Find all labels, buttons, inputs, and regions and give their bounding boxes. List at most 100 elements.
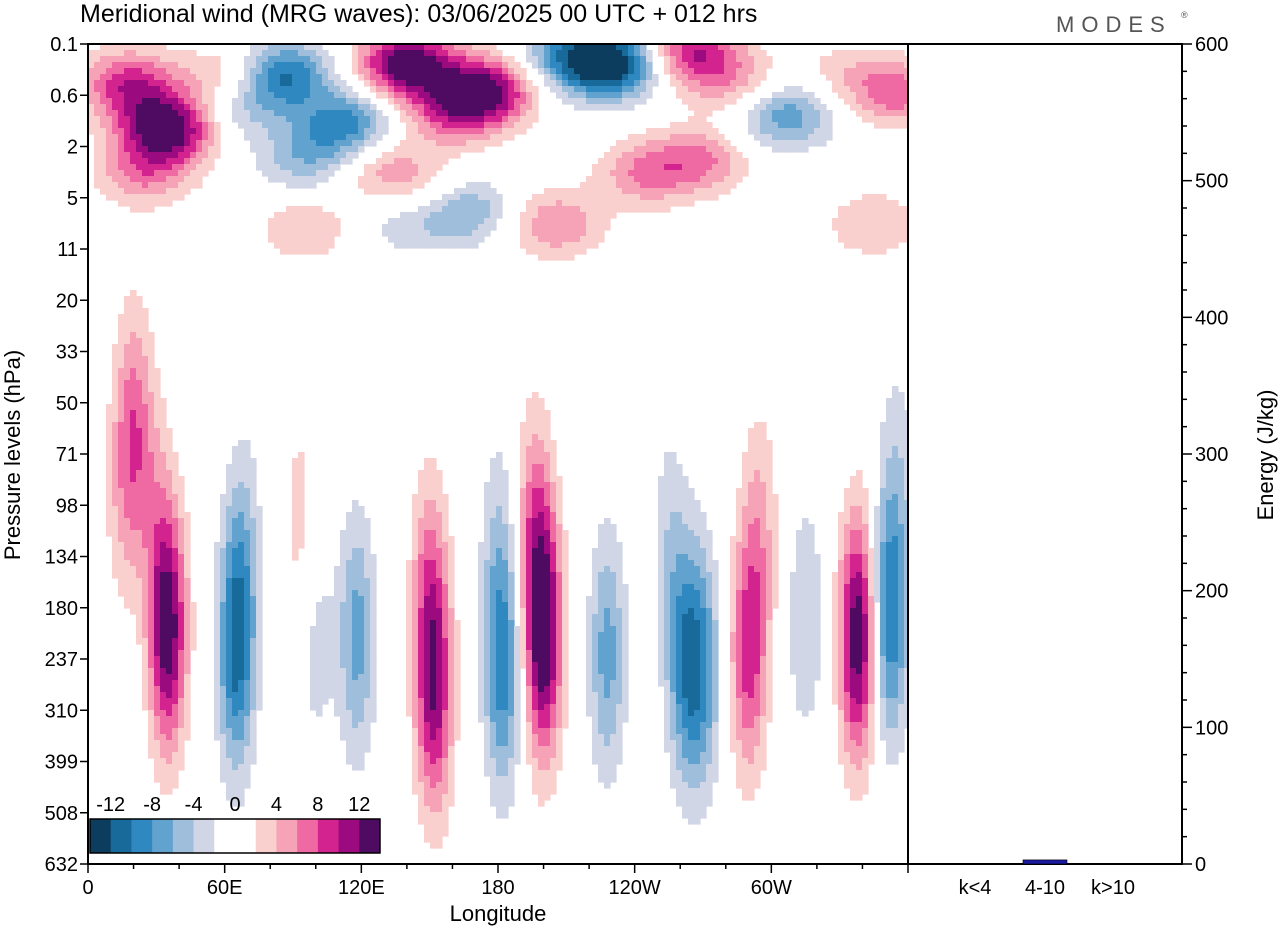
heatmap-cell [292,548,299,555]
heatmap-cell [598,224,605,231]
heatmap-cell [658,476,665,483]
heatmap-cell [448,56,455,63]
heatmap-cell [148,164,155,171]
heatmap-cell [658,500,665,507]
heatmap-cell [526,572,533,579]
heatmap-cell [370,578,377,585]
heatmap-cell [772,566,779,573]
heatmap-cell [556,62,563,69]
heatmap-cell [766,140,773,147]
heatmap-cell [856,98,863,105]
heatmap-cell [442,62,449,69]
heatmap-cell [124,548,131,555]
heatmap-cell [178,590,185,597]
heatmap-cell [436,44,443,51]
heatmap-cell [538,560,545,567]
heatmap-cell [502,518,509,525]
heatmap-cell [184,128,191,135]
heatmap-cell [790,140,797,147]
heatmap-cell [880,440,887,447]
heatmap-cell [694,560,701,567]
heatmap-cell [352,578,359,585]
heatmap-cell [418,602,425,609]
heatmap-cell [532,92,539,99]
heatmap-cell [472,110,479,117]
heatmap-cell [646,158,653,165]
heatmap-cell [472,134,479,141]
heatmap-cell [442,134,449,141]
heatmap-cell [250,50,257,57]
heatmap-cell [112,404,119,411]
heatmap-cell [874,122,881,129]
heatmap-cell [502,548,509,555]
heatmap-cell [394,74,401,81]
heatmap-cell [280,230,287,237]
heatmap-cell [586,68,593,75]
heatmap-cell [502,476,509,483]
heatmap-cell [172,482,179,489]
heatmap-cell [604,212,611,219]
heatmap-cell [232,596,239,603]
heatmap-cell [484,500,491,507]
heatmap-cell [268,56,275,63]
heatmap-cell [574,200,581,207]
heatmap-cell [796,134,803,141]
heatmap-cell [466,182,473,189]
heatmap-cell [400,104,407,111]
heatmap-cell [862,116,869,123]
heatmap-cell [844,554,851,561]
heatmap-cell [256,566,263,573]
heatmap-cell [724,140,731,147]
heatmap-cell [502,122,509,129]
heatmap-cell [826,74,833,81]
heatmap-cell [442,146,449,153]
heatmap-cell [808,530,815,537]
heatmap-cell [532,248,539,255]
heatmap-cell [832,74,839,81]
heatmap-cell [616,170,623,177]
heatmap-cell [814,560,821,567]
heatmap-cell [106,50,113,57]
heatmap-cell [532,578,539,585]
heatmap-cell [430,464,437,471]
heatmap-cell [712,128,719,135]
heatmap-cell [838,584,845,591]
heatmap-cell [886,560,893,567]
heatmap-cell [466,104,473,111]
heatmap-cell [802,110,809,117]
heatmap-cell [154,440,161,447]
heatmap-cell [616,152,623,159]
heatmap-cell [838,596,845,603]
heatmap-cell [124,488,131,495]
heatmap-cell [742,80,749,87]
heatmap-cell [154,518,161,525]
heatmap-cell [430,494,437,501]
heatmap-cell [148,470,155,477]
heatmap-cell [898,464,905,471]
heatmap-cell [532,566,539,573]
heatmap-cell [460,86,467,93]
heatmap-cell [754,50,761,57]
heatmap-cell [148,122,155,129]
heatmap-cell [796,104,803,111]
heatmap-cell [676,182,683,189]
heatmap-cell [430,68,437,75]
heatmap-cell [154,452,161,459]
heatmap-cell [460,230,467,237]
heatmap-cell [118,530,125,537]
heatmap-cell [850,62,857,69]
heatmap-cell [418,476,425,483]
heatmap-cell [142,476,149,483]
heatmap-cell [682,494,689,501]
heatmap-cell [484,140,491,147]
heatmap-cell [466,50,473,57]
heatmap-cell [292,44,299,51]
heatmap-cell [388,92,395,99]
heatmap-cell [250,530,257,537]
heatmap-cell [124,602,131,609]
heatmap-cell [502,56,509,63]
heatmap-cell [292,524,299,531]
heatmap-cell [358,602,365,609]
heatmap-cell [532,446,539,453]
heatmap-cell [706,578,713,585]
